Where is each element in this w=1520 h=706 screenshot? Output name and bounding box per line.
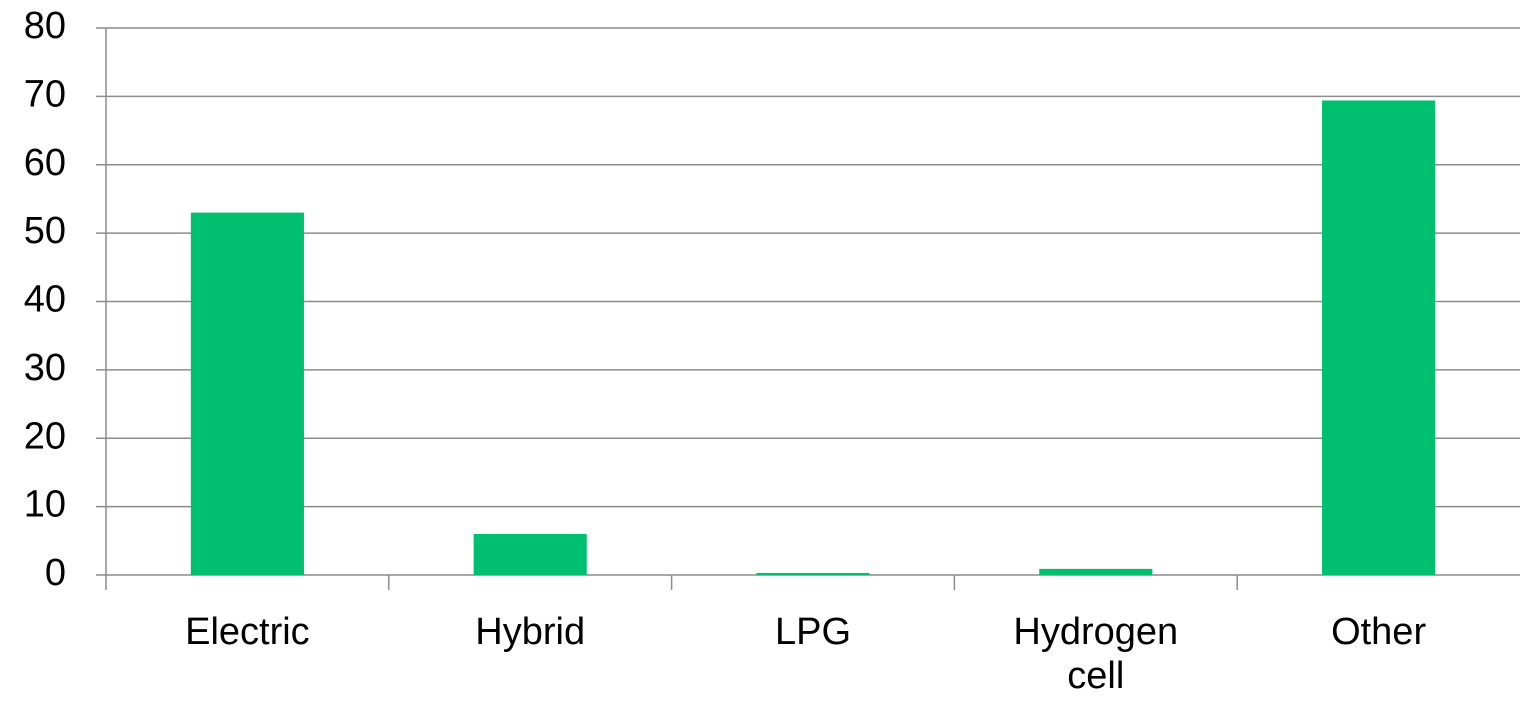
y-tick-label: 40 bbox=[24, 279, 66, 321]
bar bbox=[756, 572, 870, 575]
y-tick-label: 60 bbox=[24, 142, 66, 184]
y-tick-label: 50 bbox=[24, 210, 66, 252]
y-tick-label: 10 bbox=[24, 484, 66, 526]
y-tick-label: 20 bbox=[24, 415, 66, 457]
bar bbox=[1322, 100, 1436, 575]
bar bbox=[190, 212, 304, 576]
y-tick-label: 80 bbox=[24, 5, 66, 47]
y-tick-label: 30 bbox=[24, 347, 66, 389]
x-tick-label: Hydrogen cell bbox=[1013, 611, 1179, 697]
x-tick-label: Electric bbox=[185, 611, 310, 653]
bar bbox=[473, 533, 587, 575]
x-tick-label: Other bbox=[1331, 611, 1427, 653]
y-tick-label: 0 bbox=[45, 552, 66, 594]
y-tick-label: 70 bbox=[24, 73, 66, 115]
x-tick-label: Hybrid bbox=[475, 611, 586, 653]
x-tick-label: LPG bbox=[774, 611, 852, 653]
bar bbox=[1039, 568, 1153, 575]
